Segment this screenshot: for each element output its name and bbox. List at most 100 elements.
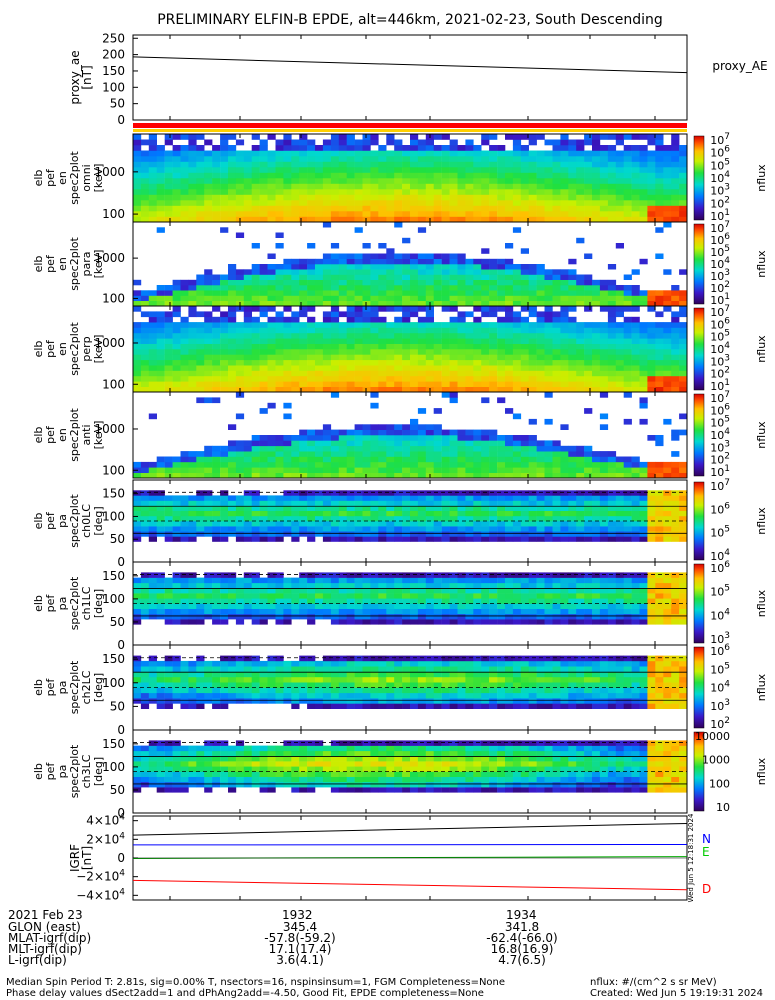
spectrogram-cell [172,200,181,206]
spectrogram-cell [425,365,434,371]
spectrogram-cell [275,495,284,501]
spectrogram-cell [267,216,276,223]
spectrogram-cell [441,536,450,542]
spectrogram-ylabel: pef [44,511,57,530]
spectrogram-cell [631,515,640,522]
spectrogram-cell [536,194,545,201]
spectrogram-cell [180,500,189,506]
spectrogram-cell [148,322,157,328]
spectrogram-cell [615,375,624,382]
spectrogram-cell [251,322,260,328]
spectrogram-cell [172,515,181,522]
spectrogram-cell [528,526,537,532]
spectrogram-cell [449,253,458,259]
spectrogram-cell [228,322,237,328]
spectrogram-cell [322,253,332,259]
spectrogram-cell [481,472,490,479]
spectrogram-cell [251,572,260,578]
spectrogram-cell [172,156,181,162]
spectrogram-cell [338,536,347,542]
spectrogram-cell [607,582,617,589]
spectrogram-cell [188,354,197,361]
spectrogram-cell [560,608,569,615]
spectrogram-cell [220,178,229,184]
spectrogram-cell [362,332,371,339]
spectrogram-cell [584,577,593,584]
spectrogram-cell [544,418,553,425]
spectrogram-cell [607,461,617,468]
spectrogram-cell [283,178,292,184]
spectrogram-cell [370,211,379,217]
spectrogram-cell [505,216,514,223]
spectrogram-cell [140,327,150,334]
spectrogram-cell [338,435,347,441]
spectrogram-cell [212,161,221,168]
spectrogram-cell [133,194,142,201]
spectrogram-cell [386,587,395,594]
spectrogram-cell [592,577,601,584]
spectrogram-cell [386,300,395,307]
spectrogram-cell [148,327,157,334]
spectrogram-cell [386,285,395,291]
spectrogram-cell [552,150,561,157]
spectrogram-cell [172,216,181,223]
spectrogram-cell [362,510,371,517]
spectrogram-cell [679,526,688,532]
spectrogram-cell [449,429,458,436]
spectrogram-cell [505,440,514,447]
spectrogram-cell [156,354,165,361]
spectrogram-cell [647,295,656,301]
spectrogram-cell [394,526,403,532]
spectrogram-cell [275,608,284,615]
spectrogram-cell [465,613,474,620]
spectrogram-cell [457,587,466,594]
spectrogram-cell [156,332,165,339]
spectrogram-cell [140,311,150,318]
spectrogram-cell [473,258,482,265]
spectrogram-cell [362,134,371,140]
spectrogram-cell [576,178,585,184]
spectrogram-cell [449,150,458,157]
spectrogram-cell [528,327,537,334]
spectrogram-cell [465,343,474,350]
spectrogram-cell [307,435,316,441]
spectrogram-cell [631,306,640,312]
spectrogram-cell [251,178,260,184]
spectrogram-cell [180,194,189,201]
spectrogram-cell [180,703,189,709]
spectrogram-cell [204,526,213,532]
spectrogram-cell [259,598,268,604]
spectrogram-cell [663,211,672,217]
spectrogram-cell [520,205,529,212]
spectrogram-cell [133,531,142,537]
spectrogram-cell [663,332,672,339]
spectrogram-cell [164,161,173,168]
spectrogram-cell [156,593,165,599]
spectrogram-cell [505,194,514,201]
spectrogram-cell [307,365,316,371]
spectrogram-cell [433,156,442,162]
spectrogram-cell [220,451,229,457]
spectrogram-cell [615,178,624,184]
spectrogram-cell [433,349,442,355]
spectrogram-ylabel: pef [44,425,57,444]
spectrogram-cell [204,682,213,688]
spectrogram-cell [204,467,213,473]
spectrogram-cell [370,332,379,339]
spectrogram-cell [655,440,664,447]
spectrogram-cell [402,274,411,280]
spectrogram-cell [481,354,490,361]
spectrogram-cell [528,167,537,173]
spectrogram-cell [299,445,308,452]
spectrogram-cell [568,526,577,532]
spectrogram-cell [220,598,229,604]
spectrogram-cell [520,285,529,291]
spectrogram-cell [552,381,561,387]
spectrogram-cell [220,290,229,296]
spectrogram-cell [568,386,577,393]
spectrogram-cell [212,536,221,542]
spectrogram-cell [156,290,165,296]
spectrogram-cell [552,295,561,301]
spectrogram-tick-label: 0 [117,555,125,569]
spectrogram-cell [544,515,553,522]
